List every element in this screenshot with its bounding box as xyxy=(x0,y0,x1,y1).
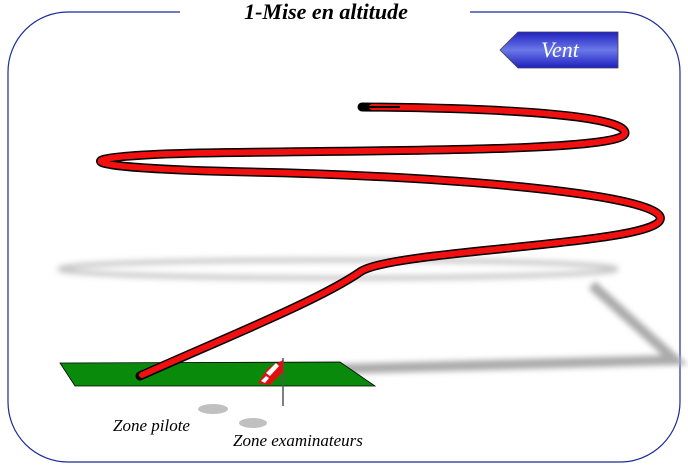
pilot-zone-marker xyxy=(198,404,228,414)
shadow xyxy=(60,260,675,370)
title: 1-Mise en altitude xyxy=(244,0,408,24)
pilot-zone-label: Zone pilote xyxy=(113,416,190,435)
examiner-zone-marker xyxy=(239,418,267,428)
wind-label: Vent xyxy=(541,37,580,62)
spiral-path xyxy=(101,107,661,376)
diagram: 1-Mise en altitude Vent Zone pilote Zone… xyxy=(0,0,688,468)
runway xyxy=(60,362,375,386)
examiner-zone-label: Zone examinateurs xyxy=(233,431,363,450)
